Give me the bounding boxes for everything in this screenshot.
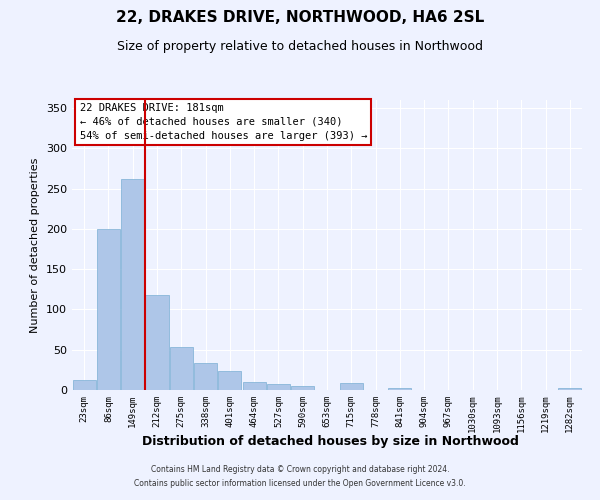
Y-axis label: Number of detached properties: Number of detached properties bbox=[31, 158, 40, 332]
Bar bbox=[145, 295, 169, 390]
Bar bbox=[291, 386, 314, 390]
Bar bbox=[170, 346, 193, 390]
Text: Contains HM Land Registry data © Crown copyright and database right 2024.
Contai: Contains HM Land Registry data © Crown c… bbox=[134, 466, 466, 487]
Text: Distribution of detached houses by size in Northwood: Distribution of detached houses by size … bbox=[142, 435, 518, 448]
Text: 22 DRAKES DRIVE: 181sqm
← 46% of detached houses are smaller (340)
54% of semi-d: 22 DRAKES DRIVE: 181sqm ← 46% of detache… bbox=[80, 103, 367, 141]
Bar bbox=[194, 364, 217, 390]
Bar bbox=[73, 380, 95, 390]
Bar bbox=[559, 388, 581, 390]
Bar bbox=[121, 179, 144, 390]
Bar bbox=[242, 382, 266, 390]
Text: 22, DRAKES DRIVE, NORTHWOOD, HA6 2SL: 22, DRAKES DRIVE, NORTHWOOD, HA6 2SL bbox=[116, 10, 484, 25]
Bar bbox=[218, 370, 241, 390]
Text: Size of property relative to detached houses in Northwood: Size of property relative to detached ho… bbox=[117, 40, 483, 53]
Bar bbox=[267, 384, 290, 390]
Bar bbox=[388, 388, 412, 390]
Bar bbox=[97, 229, 120, 390]
Bar bbox=[340, 383, 363, 390]
